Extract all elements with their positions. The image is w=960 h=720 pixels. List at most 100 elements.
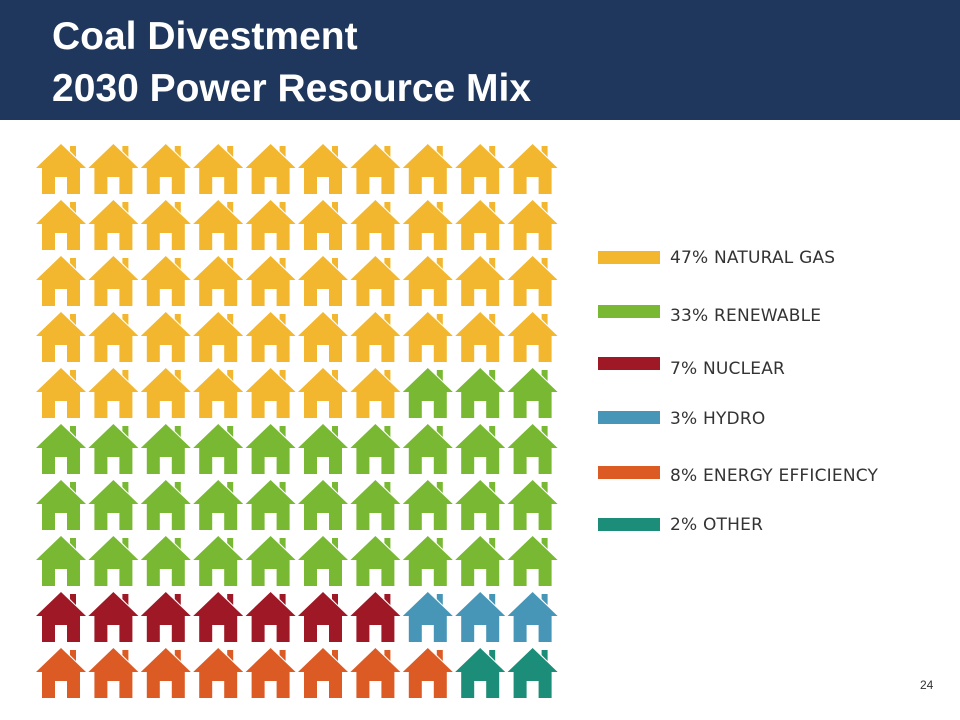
house-icon <box>36 648 86 698</box>
house-icon <box>193 536 244 586</box>
house-icon <box>193 424 244 474</box>
house-icon <box>507 144 558 194</box>
house-icon <box>507 648 558 698</box>
house-icon <box>298 144 348 194</box>
house-icon <box>507 480 558 530</box>
house-icon <box>245 424 296 474</box>
house-icon <box>245 648 296 698</box>
house-icon <box>36 144 86 194</box>
house-icon <box>507 368 558 418</box>
house-icon <box>88 368 139 418</box>
legend-label-hydro: 3% HYDRO <box>670 409 766 429</box>
house-icon <box>350 200 401 250</box>
house-icon <box>402 144 453 194</box>
house-icon <box>193 368 244 418</box>
house-icon <box>245 312 296 362</box>
house-icon <box>455 200 506 250</box>
house-icon <box>298 312 348 362</box>
house-icon <box>507 536 558 586</box>
house-icon <box>507 592 558 642</box>
house-icon <box>298 200 348 250</box>
house-icon <box>140 536 191 586</box>
legend-label-energy-efficiency: 8% ENERGY EFFICIENCY <box>670 466 879 486</box>
house-icon <box>36 200 86 250</box>
house-icon <box>140 648 191 698</box>
house-icon <box>507 312 558 362</box>
house-icon <box>455 368 506 418</box>
house-icon <box>88 480 139 530</box>
house-icon <box>245 368 296 418</box>
house-icon <box>88 592 139 642</box>
house-icon <box>193 480 244 530</box>
house-icon <box>402 368 453 418</box>
legend-swatch-nuclear <box>598 357 660 370</box>
house-icon <box>350 256 401 306</box>
house-icon <box>455 480 506 530</box>
house-icon <box>350 144 401 194</box>
house-icon <box>350 592 401 642</box>
house-icon <box>88 536 139 586</box>
house-icon <box>245 144 296 194</box>
house-icon <box>350 480 401 530</box>
house-icon <box>140 480 191 530</box>
house-icon <box>36 536 86 586</box>
house-icon <box>455 424 506 474</box>
house-icon <box>298 480 348 530</box>
title-bar: Coal Divestment 2030 Power Resource Mix <box>0 0 960 120</box>
legend-swatch-natural-gas <box>598 251 660 264</box>
house-icon <box>507 424 558 474</box>
house-icon <box>402 312 453 362</box>
house-icon <box>455 312 506 362</box>
house-icon <box>507 256 558 306</box>
house-icon <box>245 256 296 306</box>
house-icon <box>140 144 191 194</box>
house-icon <box>88 200 139 250</box>
house-icon <box>140 200 191 250</box>
house-icon <box>193 648 244 698</box>
house-icon <box>455 144 506 194</box>
house-icon <box>350 648 401 698</box>
legend-label-natural-gas: 47% NATURAL GAS <box>670 248 836 268</box>
house-icon <box>402 424 453 474</box>
house-icon <box>193 312 244 362</box>
house-icon <box>193 200 244 250</box>
house-icon <box>298 424 348 474</box>
house-icon <box>193 256 244 306</box>
legend-label-other: 2% OTHER <box>670 515 764 535</box>
house-icon <box>88 256 139 306</box>
house-icon <box>88 424 139 474</box>
house-icon <box>298 592 348 642</box>
house-icon <box>36 480 86 530</box>
house-waffle-chart <box>36 144 558 698</box>
house-icon <box>455 256 506 306</box>
house-icon <box>298 368 348 418</box>
house-icon <box>36 592 86 642</box>
house-icon <box>298 256 348 306</box>
house-icon <box>402 256 453 306</box>
house-icon <box>402 592 453 642</box>
house-icon <box>36 256 86 306</box>
legend-swatch-hydro <box>598 411 660 424</box>
house-icon <box>88 648 139 698</box>
house-icon <box>245 536 296 586</box>
house-icon <box>298 536 348 586</box>
house-icon <box>507 200 558 250</box>
house-icon <box>350 368 401 418</box>
legend-label-renewable: 33% RENEWABLE <box>670 306 822 326</box>
slide-title-line-1: Coal Divestment <box>52 15 358 58</box>
legend-swatch-renewable <box>598 305 660 318</box>
house-icon <box>140 592 191 642</box>
house-icon <box>88 144 139 194</box>
house-icon <box>350 536 401 586</box>
house-icon <box>245 480 296 530</box>
house-icon <box>140 368 191 418</box>
house-icon <box>36 312 86 362</box>
house-icon <box>402 536 453 586</box>
house-icon <box>140 312 191 362</box>
legend-swatch-energy-efficiency <box>598 466 660 479</box>
house-icon <box>36 368 86 418</box>
house-icon <box>350 424 401 474</box>
house-icon <box>455 648 506 698</box>
house-icon <box>402 200 453 250</box>
legend-label-nuclear: 7% NUCLEAR <box>670 359 786 379</box>
